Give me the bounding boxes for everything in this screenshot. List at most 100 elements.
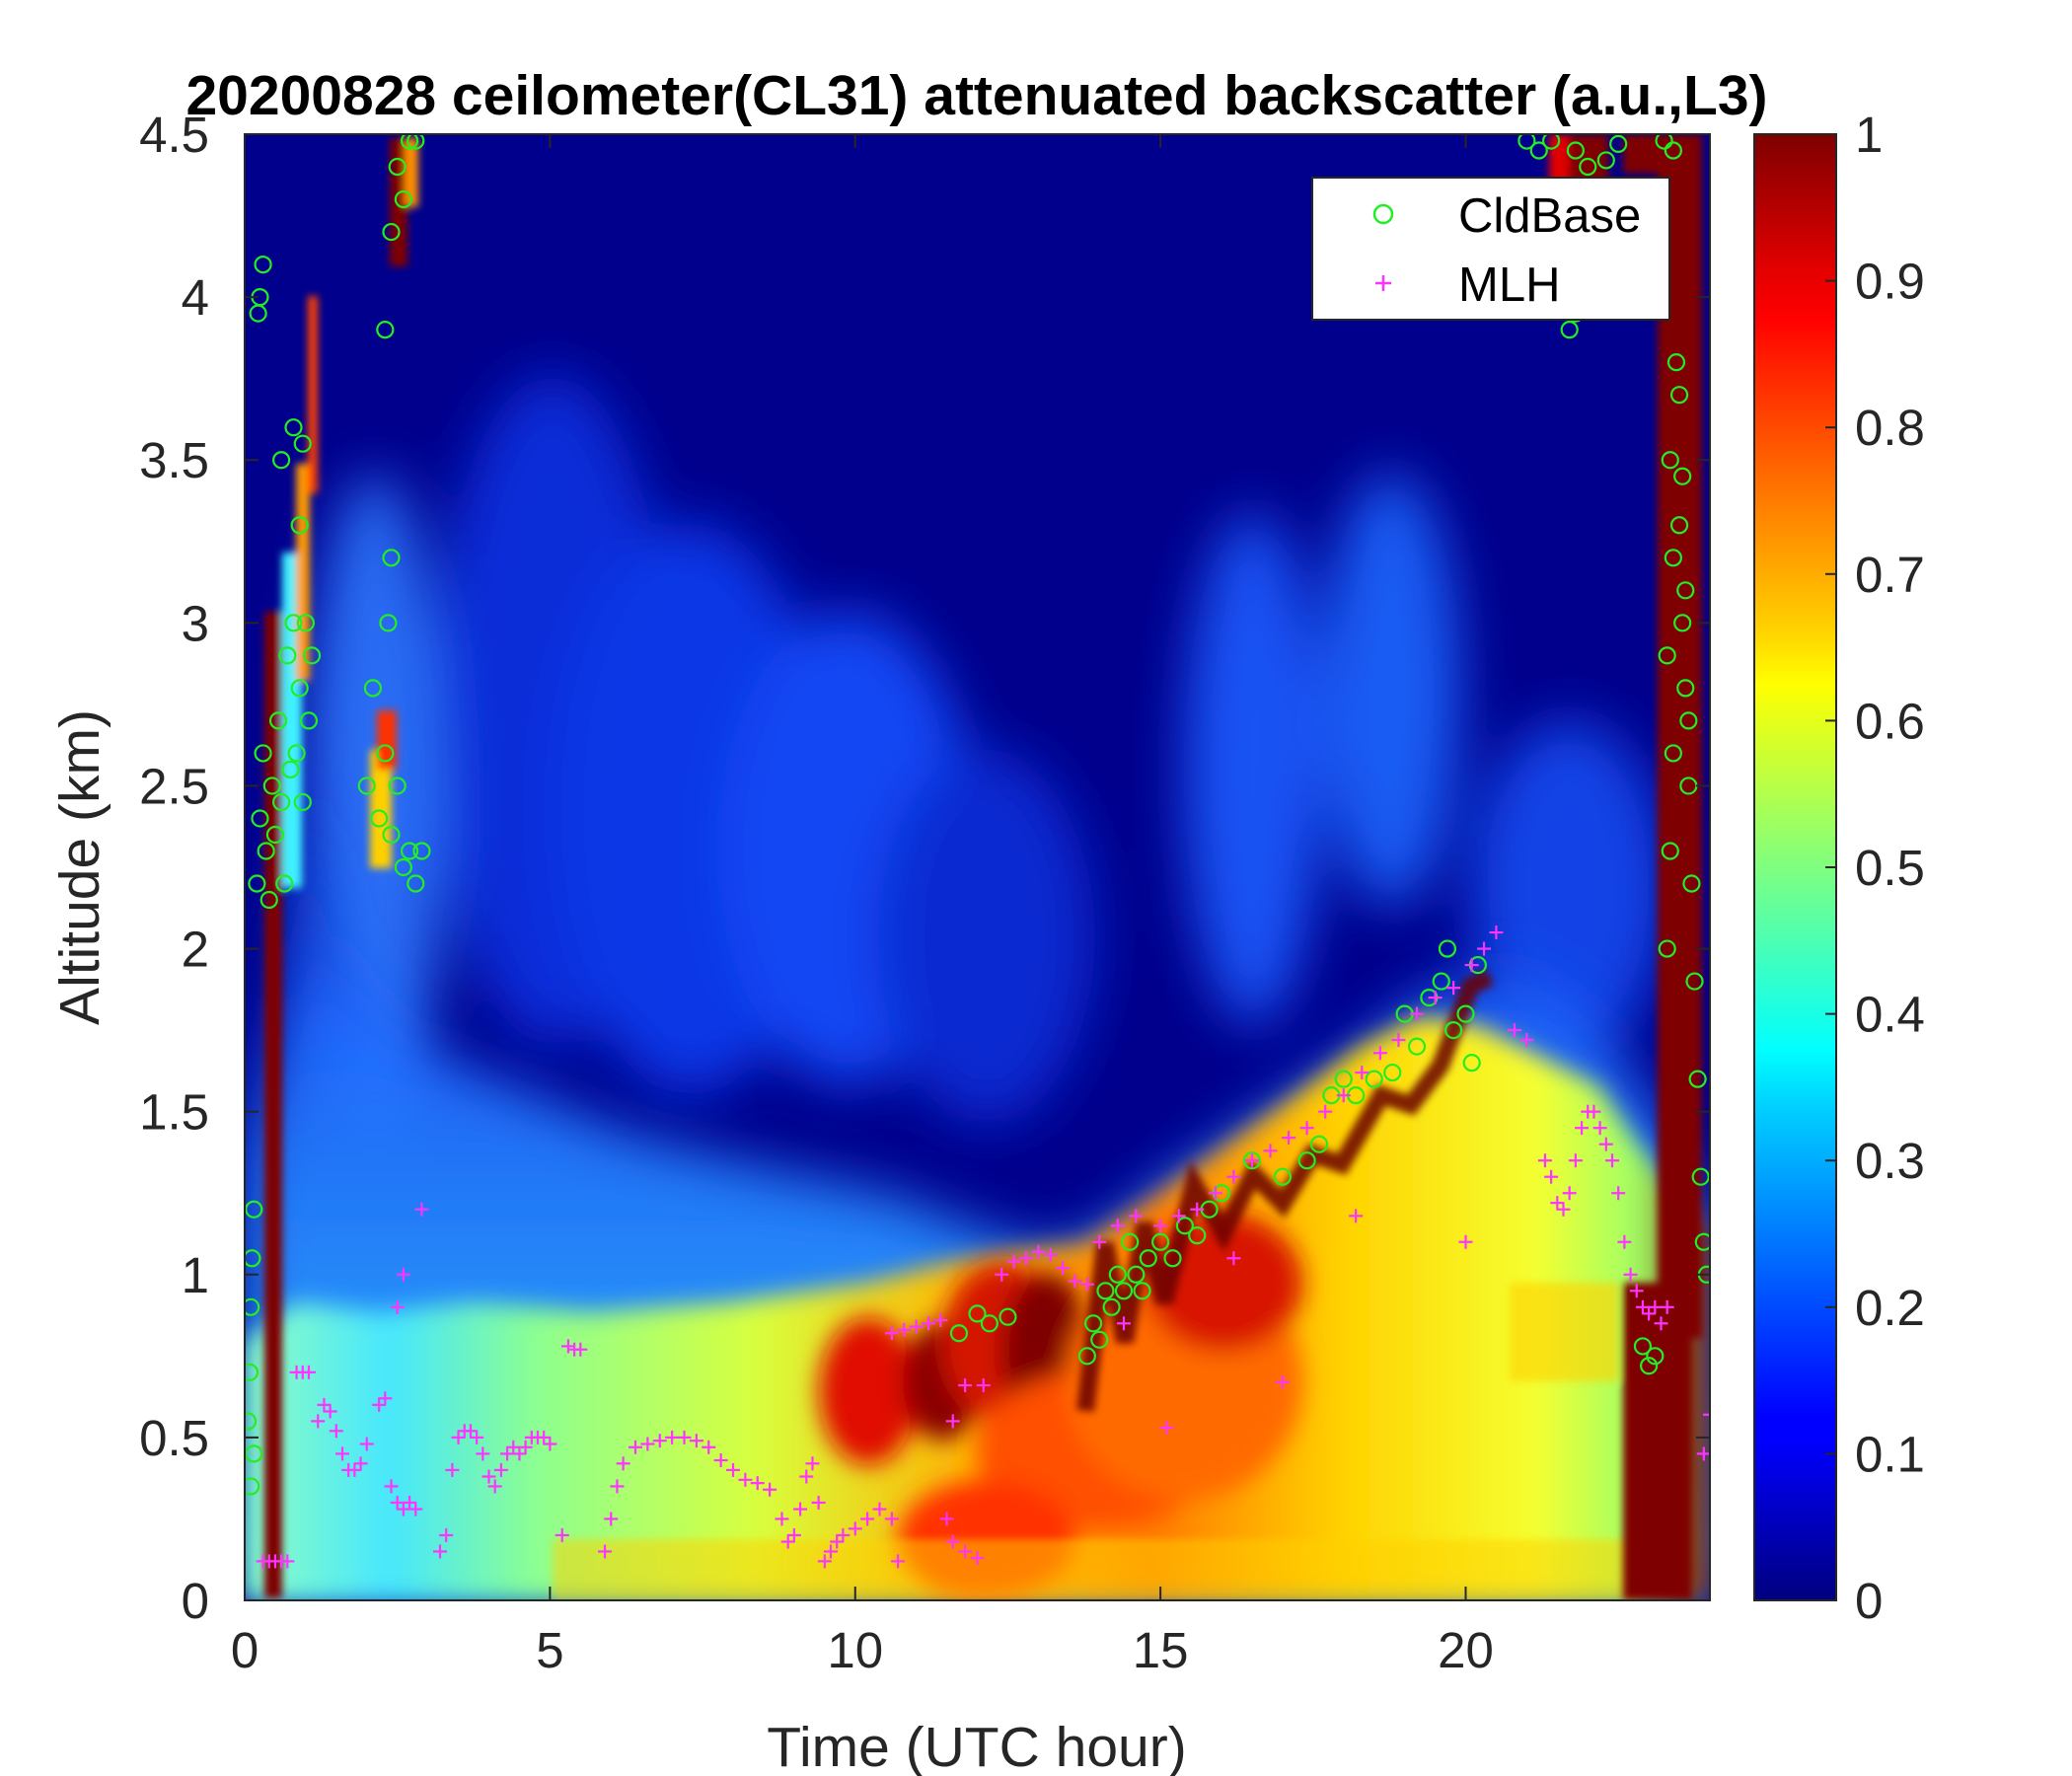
- cldbase-point: [400, 134, 419, 150]
- mlh-point: [1635, 1299, 1650, 1314]
- mlh-point: [1226, 1251, 1241, 1266]
- cldbase-point: [1077, 1347, 1096, 1366]
- cldbase-point: [1609, 134, 1628, 154]
- mlh-point: [1336, 1088, 1351, 1103]
- cldbase-point: [1462, 1054, 1481, 1073]
- colorbar-tick-label: 0.7: [1855, 547, 1925, 603]
- mlh-point: [1660, 1299, 1674, 1314]
- mlh-point: [1629, 1284, 1644, 1298]
- mlh-point: [470, 1430, 484, 1444]
- cldbase-point: [1666, 353, 1686, 372]
- cldbase-point: [1661, 842, 1679, 860]
- cldbase-point: [1694, 1232, 1710, 1251]
- mlh-point: [1019, 1251, 1033, 1266]
- cldbase-point: [1633, 1337, 1653, 1356]
- plot-frame: [244, 133, 1711, 1601]
- cldbase-point: [1083, 1314, 1103, 1333]
- x-tick-label: 5: [536, 1622, 563, 1678]
- mlh-point: [353, 1456, 368, 1471]
- colorbar-tick-label: 0.8: [1855, 400, 1925, 456]
- cldbase-point: [245, 1297, 260, 1316]
- cldbase-point: [412, 842, 431, 860]
- cldbase-point: [1090, 1330, 1109, 1349]
- cldbase-point: [268, 711, 288, 730]
- mlh-point: [793, 1502, 808, 1517]
- mlh-point: [1159, 1420, 1174, 1435]
- cldbase-point: [1365, 1070, 1383, 1088]
- mlh-point: [1648, 1299, 1663, 1314]
- mlh-point: [1575, 1121, 1590, 1136]
- cldbase-point: [1579, 157, 1597, 177]
- mlh-point: [1372, 1046, 1387, 1061]
- cldbase-point: [1658, 646, 1676, 665]
- cldbase-point: [1133, 1282, 1151, 1300]
- mlh-point: [1117, 1316, 1131, 1331]
- mlh-point: [891, 1554, 906, 1569]
- mlh-point: [1696, 1446, 1710, 1461]
- cldbase-point: [1669, 386, 1689, 405]
- mlh-point: [897, 1322, 912, 1337]
- mlh-point: [476, 1446, 490, 1461]
- cldbase-point: [272, 451, 291, 470]
- mlh-point: [1006, 1254, 1021, 1269]
- cldbase-point: [1517, 134, 1536, 150]
- mlh-point: [922, 1316, 935, 1331]
- cldbase-point: [1664, 141, 1682, 160]
- y-axis-label: Altitude (km): [48, 709, 111, 1025]
- cldbase-point: [357, 777, 376, 795]
- colorbar: 0 0.1 0.2 0.3 0.4 0.5 0.6 0.7 0.8 0.9 1: [1753, 107, 1925, 1629]
- mlh-point: [1056, 1261, 1071, 1276]
- colorbar-tick-label: 0.6: [1855, 693, 1925, 749]
- cldbase-point: [1114, 1282, 1134, 1300]
- mlh-point: [493, 1462, 508, 1477]
- mlh-point: [958, 1378, 973, 1393]
- mlh-point: [1611, 1186, 1626, 1201]
- cldbase-point: [1669, 516, 1689, 535]
- cldbase-point: [382, 825, 401, 845]
- cldbase-point: [1658, 939, 1676, 958]
- cldbase-point: [1673, 467, 1692, 485]
- mlh-point: [640, 1437, 655, 1451]
- mlh-point: [463, 1424, 478, 1439]
- mlh-point: [1544, 1169, 1559, 1184]
- mlh-point: [689, 1434, 703, 1448]
- mlh-point: [1519, 1033, 1534, 1048]
- x-axis: 0 5 10 15 20: [231, 134, 1494, 1678]
- legend-mlh-marker: [1375, 275, 1391, 291]
- cldbase-point: [1529, 141, 1548, 160]
- cldbase-point: [1688, 1070, 1707, 1088]
- cldbase-point: [1102, 1297, 1121, 1316]
- mlh-point: [487, 1479, 502, 1494]
- y-axis: 0 0.5 1 1.5 2 2.5 3 3.5 4 4.5: [139, 107, 1710, 1629]
- mlh-point: [836, 1527, 851, 1542]
- cldbase-point: [1673, 614, 1692, 632]
- mlh-point: [403, 1495, 417, 1510]
- mlh-point: [786, 1527, 801, 1542]
- legend-mlh-label: MLH: [1458, 259, 1560, 312]
- cldbase-point: [1407, 1037, 1427, 1056]
- mlh-point: [995, 1267, 1009, 1282]
- cldbase-point: [299, 711, 319, 730]
- colorbar-tick-label: 0.4: [1855, 987, 1925, 1043]
- mlh-point: [1391, 1033, 1406, 1048]
- mlh-point: [311, 1414, 326, 1429]
- mlh-point: [933, 1313, 948, 1328]
- mlh-point: [1458, 1234, 1473, 1249]
- mlh-point: [512, 1446, 527, 1461]
- mlh-point: [433, 1544, 447, 1559]
- colorbar-tick-label: 0.3: [1855, 1133, 1925, 1189]
- mlh-point: [970, 1551, 985, 1566]
- mlh-point: [1592, 1121, 1607, 1136]
- mlh-point: [543, 1437, 557, 1451]
- cldbase-point: [248, 874, 266, 893]
- mlh-point: [1617, 1234, 1632, 1249]
- mlh-point: [1092, 1234, 1107, 1249]
- mlh-point: [1318, 1104, 1333, 1119]
- cldbase-point: [265, 825, 285, 845]
- cldbase-point: [1640, 1357, 1659, 1375]
- mlh-point: [702, 1440, 716, 1454]
- mlh-point: [481, 1469, 496, 1484]
- cldbase-point: [245, 1249, 261, 1268]
- mlh-point: [945, 1534, 960, 1549]
- mlh-point: [750, 1476, 765, 1491]
